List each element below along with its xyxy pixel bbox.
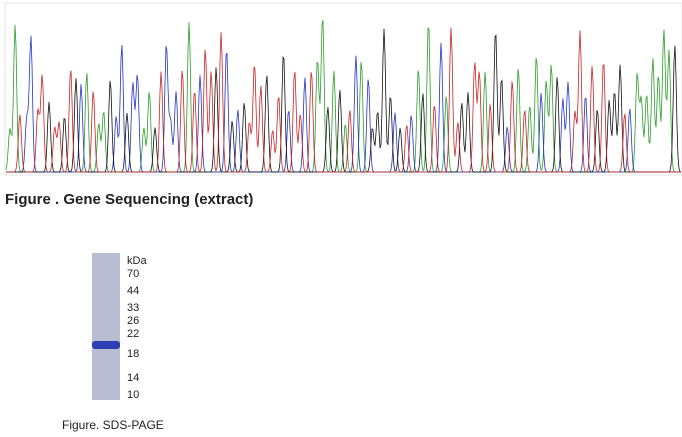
marker-label: 33 [127, 302, 139, 314]
trace [6, 27, 681, 173]
marker-label: 44 [127, 285, 139, 297]
sds-caption: Figure. SDS-PAGE [62, 418, 164, 432]
marker-label: 18 [127, 348, 139, 360]
marker-label: 26 [127, 315, 139, 327]
gene-caption: Figure . Gene Sequencing (extract) [5, 191, 253, 208]
marker-label: 14 [127, 372, 139, 384]
unit-label: kDa [127, 255, 147, 267]
gel-lane [92, 253, 120, 400]
marker-label: 70 [127, 268, 139, 280]
chromatogram [5, 20, 682, 173]
marker-label: 22 [127, 328, 139, 340]
marker-label: 10 [127, 389, 139, 401]
gel-band [92, 341, 120, 349]
